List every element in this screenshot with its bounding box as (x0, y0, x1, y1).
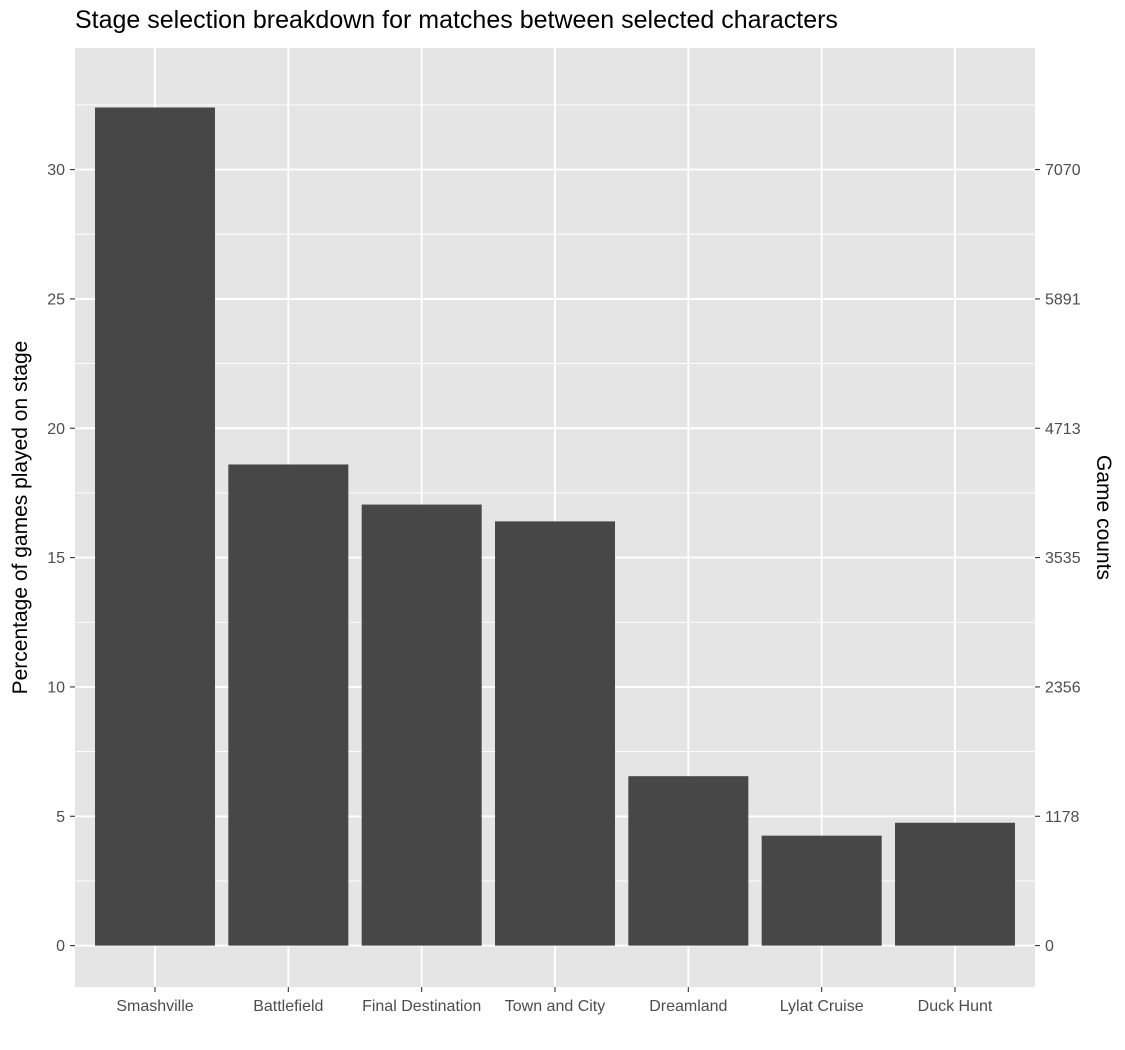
x-tick-label: Final Destination (362, 998, 481, 1015)
x-tick-label: Duck Hunt (918, 998, 993, 1015)
bar (361, 504, 482, 946)
y2-tick-label: 3535 (1045, 550, 1081, 567)
y-tick-label: 30 (47, 162, 65, 179)
y2-tick-label: 2356 (1045, 679, 1081, 696)
y2-tick-label: 5891 (1045, 291, 1081, 308)
bar (628, 776, 749, 946)
x-tick-label: Smashville (116, 998, 193, 1015)
bar (95, 107, 215, 946)
y2-tick-label: 4713 (1045, 421, 1081, 438)
y-axis-title: Percentage of games played on stage (9, 341, 32, 695)
x-tick-label: Lylat Cruise (780, 998, 864, 1015)
bar (761, 835, 882, 946)
bar (895, 822, 1015, 946)
bar (495, 521, 615, 946)
y-tick-label: 10 (47, 679, 65, 696)
y-tick-label: 0 (56, 938, 65, 955)
y-tick-label: 5 (56, 809, 65, 826)
bottom-axis: Smashville Battlefield Final Destination To… (116, 987, 993, 1015)
right-axis: 0 1178 2356 3535 4713 5891 7070 (1035, 162, 1081, 955)
bar (228, 464, 349, 946)
y2-tick-label: 1178 (1045, 809, 1080, 826)
x-tick-label: Dreamland (649, 998, 727, 1015)
bars (95, 107, 1015, 946)
y2-tick-label: 0 (1045, 938, 1054, 955)
x-tick-label: Battlefield (253, 998, 323, 1015)
y2-tick-label: 7070 (1045, 162, 1081, 179)
chart-title: Stage selection breakdown for matches be… (75, 6, 838, 34)
y-tick-label: 25 (47, 291, 65, 308)
y-tick-label: 20 (47, 421, 65, 438)
x-tick-label: Town and City (505, 998, 606, 1015)
y-tick-label: 15 (47, 550, 65, 567)
secondary-y-axis-title: Game counts (1092, 455, 1115, 580)
left-axis: 0 5 10 15 20 25 30 (47, 162, 75, 955)
